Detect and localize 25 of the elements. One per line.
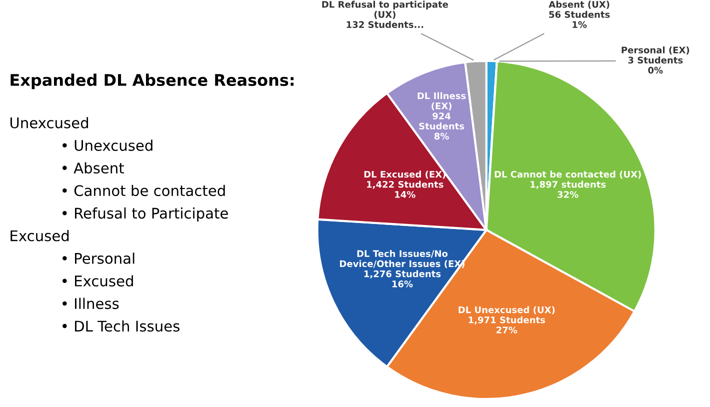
data-label: 56 Students 1% xyxy=(549,10,610,28)
data-label: 1,971 Students 27% xyxy=(468,316,546,334)
text: Excused xyxy=(10,230,69,242)
slice-label: DL Cannot be contacted (UX) xyxy=(494,170,641,179)
data-label: 132 Students... xyxy=(346,21,424,28)
slice-label: DL Refusal to participate (UX) xyxy=(322,0,448,19)
text: • Refusal to Participate xyxy=(62,207,228,222)
slice-label: DL Illness (EX) xyxy=(418,92,466,110)
data-label: 924 Students 8% xyxy=(419,112,464,140)
text: • Cannot be contacted xyxy=(62,184,225,196)
slice-label: Absent (UX) xyxy=(548,0,610,9)
category-label: Personal (EX) xyxy=(622,46,690,54)
text: • Illness xyxy=(62,298,119,310)
text: • Unexcused xyxy=(62,140,152,151)
text: • Excused xyxy=(62,275,133,286)
text: • Personal xyxy=(62,252,134,264)
text: Expanded DL Absence Reasons: xyxy=(10,74,294,90)
data-label: 1,422 Students 14% xyxy=(367,180,444,198)
slice-label: DL Unexcused (UX) xyxy=(458,306,555,314)
text: • DL Tech Issues xyxy=(62,320,180,332)
text: Unexcused xyxy=(10,117,88,128)
data-label: 1,897 students 32% xyxy=(530,180,606,198)
text: • Absent xyxy=(62,162,124,174)
data-label: 1,276 Students 16% xyxy=(364,270,441,288)
text: 3 Students 0% xyxy=(628,56,683,74)
